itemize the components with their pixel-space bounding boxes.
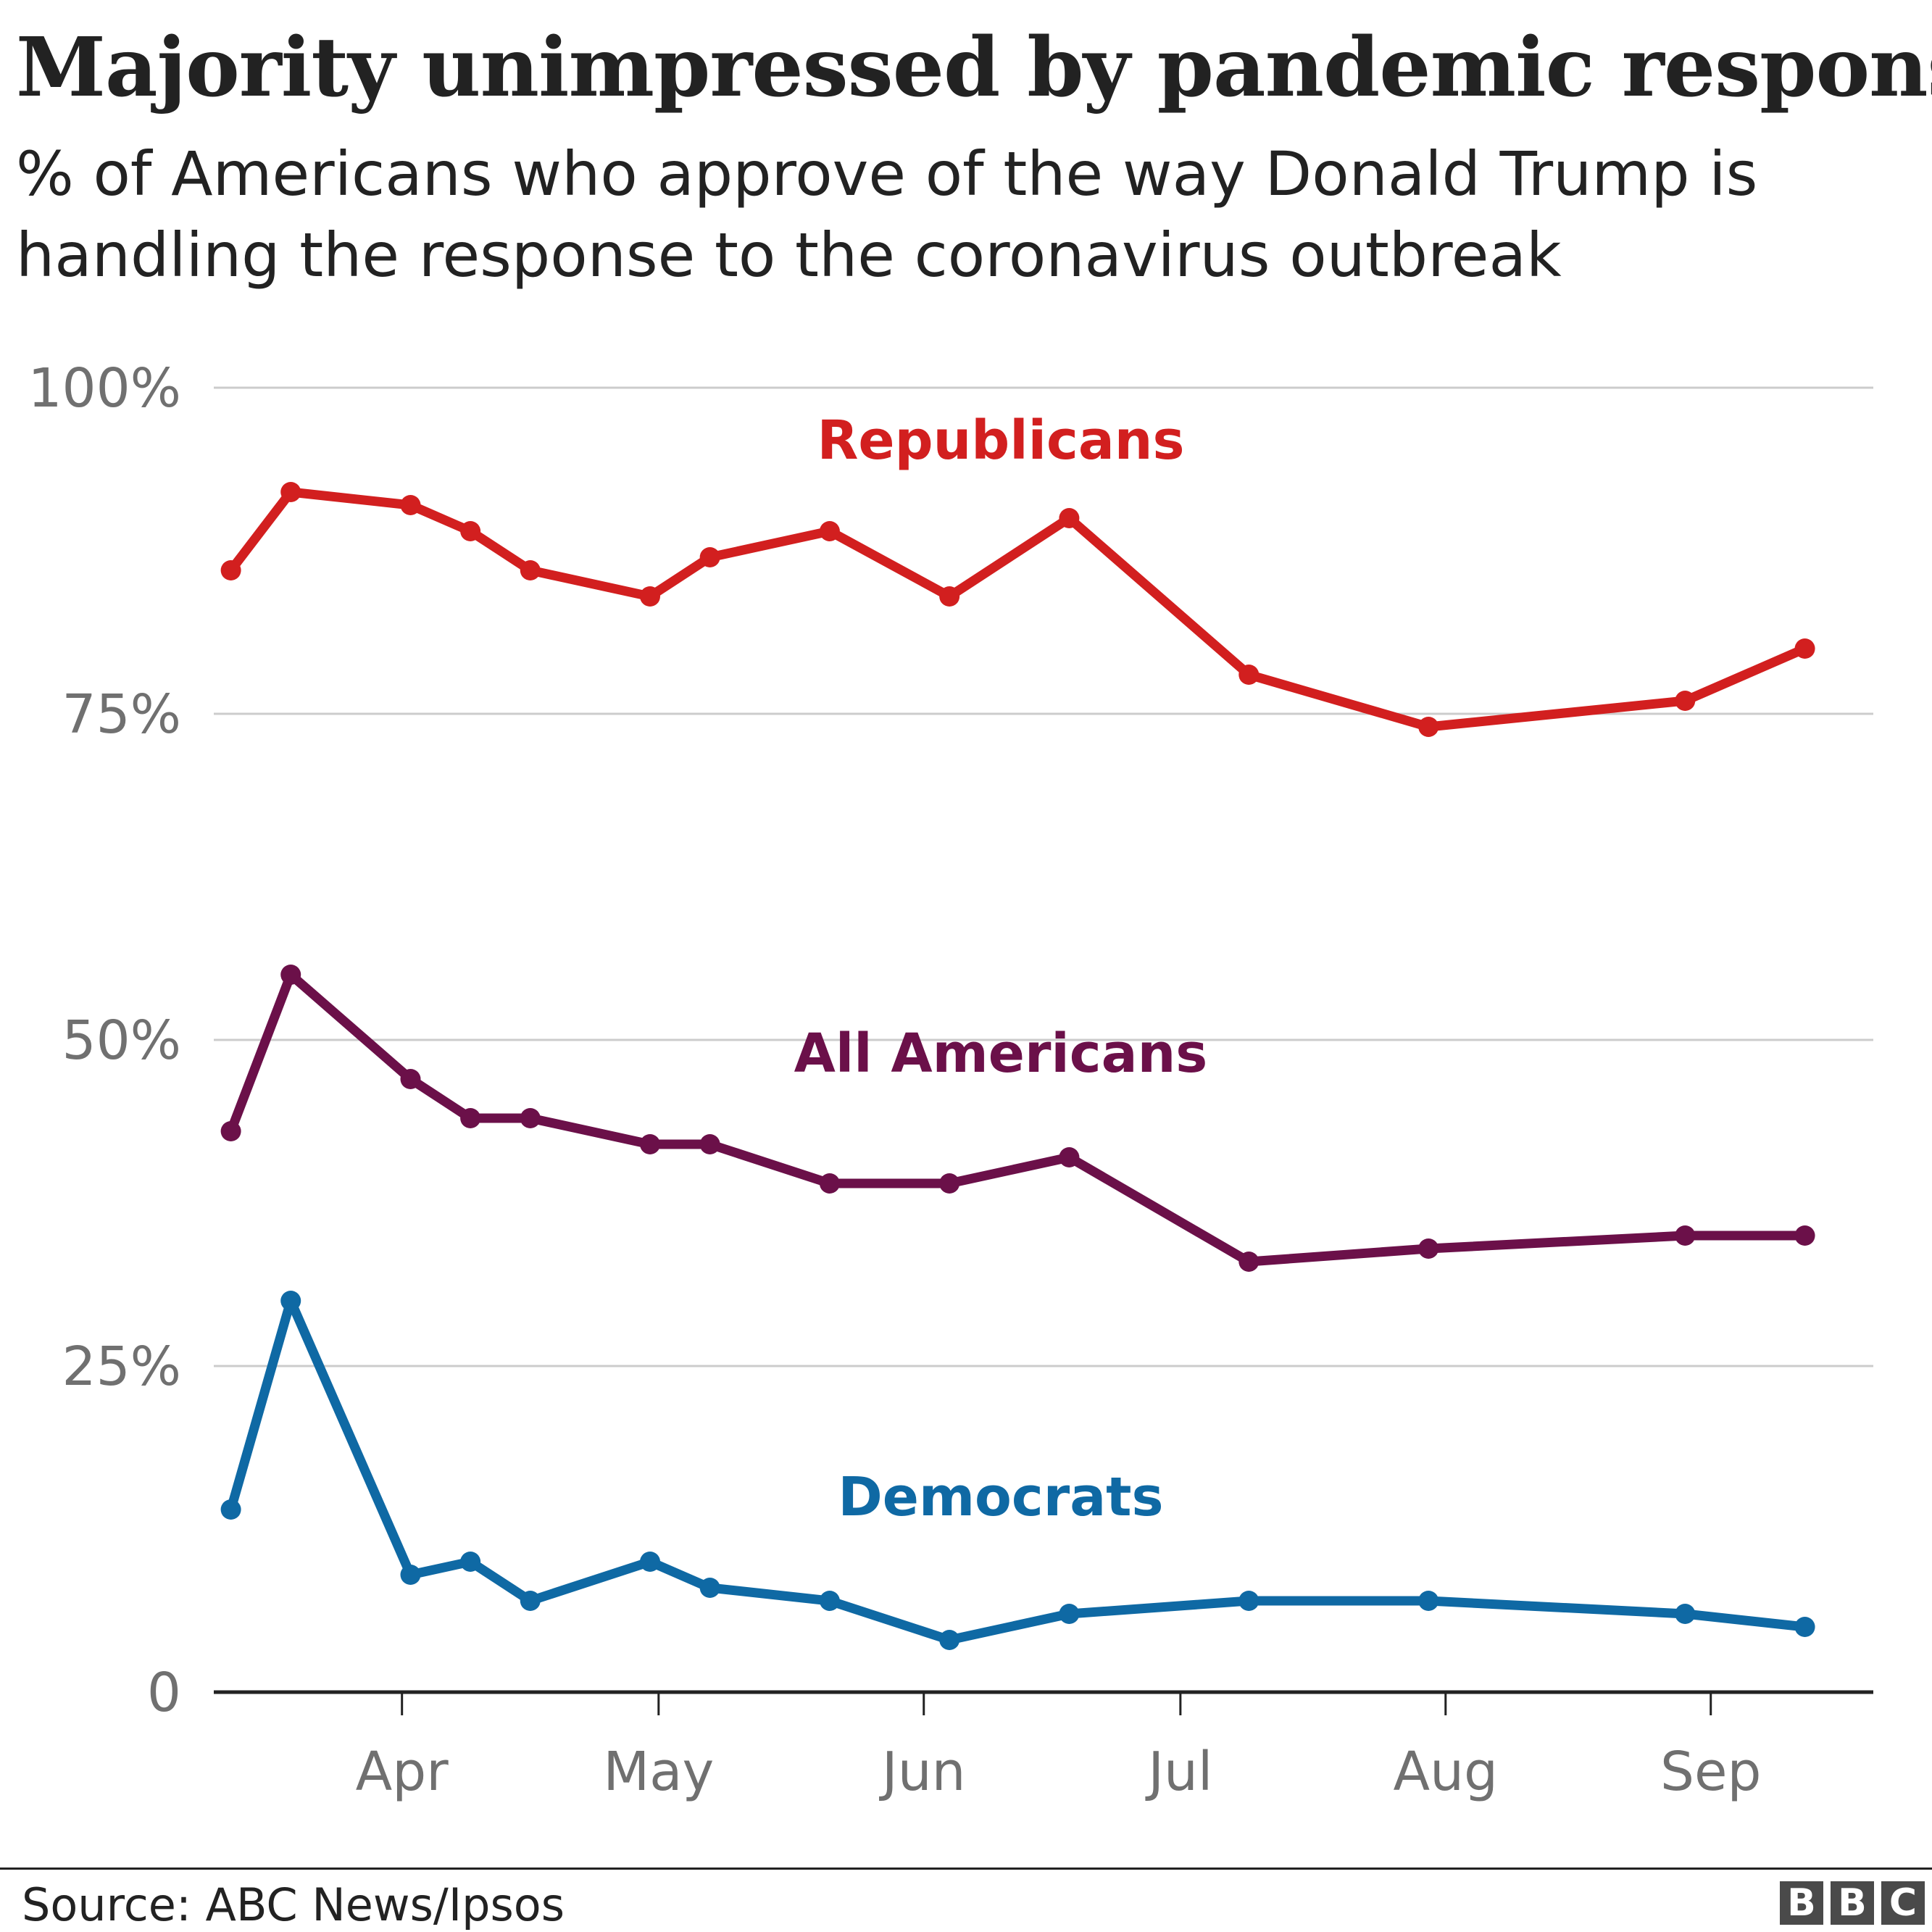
footer-divider: [0, 1868, 1932, 1870]
logo-letter: C: [1881, 1881, 1925, 1925]
data-point: [699, 1134, 720, 1154]
x-tick-label: Apr: [356, 1741, 449, 1803]
data-point: [460, 521, 481, 541]
line-chart: 0 25% 50% 75% 100% Apr May Jun Jul Aug Sep Republ…: [28, 357, 1873, 1803]
data-point: [460, 1552, 481, 1572]
source-note: Source: ABC News/Ipsos: [22, 1878, 565, 1931]
data-point: [699, 1578, 720, 1598]
data-point: [520, 1591, 541, 1611]
chart-title: Majority unimpressed by pandemic respons…: [16, 20, 1932, 115]
series-line: [226, 487, 1810, 732]
chart-subtitle: % of Americans who approve of the way Do…: [16, 138, 1758, 291]
y-tick-label: 50%: [62, 1009, 181, 1072]
series-label: Democrats: [838, 1466, 1163, 1528]
series-line: [226, 970, 1810, 1267]
y-tick-label: 100%: [28, 357, 181, 420]
data-point: [819, 1591, 840, 1611]
series-label: All Americans: [794, 1023, 1208, 1085]
data-point: [220, 1499, 241, 1520]
logo-letter: B: [1780, 1881, 1823, 1925]
y-tick-label: 75%: [62, 683, 181, 746]
data-point: [1059, 1604, 1080, 1624]
bbc-logo: B B C: [1780, 1881, 1925, 1925]
data-point: [1675, 691, 1696, 711]
data-point: [1675, 1225, 1696, 1246]
data-point: [1794, 1225, 1815, 1246]
x-axis: Apr May Jun Jul Aug Sep: [214, 1690, 1873, 1803]
data-point: [1794, 1617, 1815, 1637]
data-point: [280, 482, 301, 502]
data-point: [1418, 1591, 1439, 1611]
data-point: [1675, 1604, 1696, 1624]
x-tick-label: Jun: [879, 1741, 966, 1803]
data-point: [819, 521, 840, 541]
data-point: [939, 586, 960, 607]
data-point: [400, 1069, 421, 1089]
y-tick-label: 25%: [62, 1336, 181, 1398]
data-point: [1794, 638, 1815, 659]
data-point: [640, 1134, 661, 1154]
data-point: [280, 1291, 301, 1311]
series-label: Republicans: [817, 409, 1184, 472]
series-lines: [220, 482, 1815, 1650]
data-point: [640, 586, 661, 607]
data-point: [640, 1552, 661, 1572]
data-point: [699, 547, 720, 567]
x-tick-label: May: [603, 1741, 714, 1803]
series-labels: Republicans All Americans Democrats: [794, 409, 1208, 1528]
data-point: [1418, 717, 1439, 737]
data-point: [520, 1108, 541, 1128]
x-tick-label: Aug: [1394, 1741, 1499, 1803]
data-point: [280, 965, 301, 985]
data-point: [1418, 1238, 1439, 1259]
data-point: [1059, 1147, 1080, 1167]
data-point: [400, 495, 421, 515]
series-line: [226, 1296, 1810, 1645]
data-point: [939, 1630, 960, 1650]
x-tick-label: Sep: [1660, 1741, 1761, 1803]
data-point: [460, 1108, 481, 1128]
data-point: [1238, 665, 1259, 685]
y-tick-label: 0: [147, 1662, 181, 1724]
logo-letter: B: [1831, 1881, 1874, 1925]
y-axis-ticks: 0 25% 50% 75% 100%: [28, 357, 181, 1724]
data-point: [220, 560, 241, 580]
data-point: [520, 560, 541, 580]
data-point: [220, 1121, 241, 1141]
data-point: [1059, 508, 1080, 528]
data-point: [939, 1173, 960, 1194]
data-point: [819, 1173, 840, 1194]
data-point: [1238, 1252, 1259, 1272]
data-point: [1238, 1591, 1259, 1611]
x-tick-label: Jul: [1145, 1741, 1212, 1803]
data-point: [400, 1565, 421, 1585]
